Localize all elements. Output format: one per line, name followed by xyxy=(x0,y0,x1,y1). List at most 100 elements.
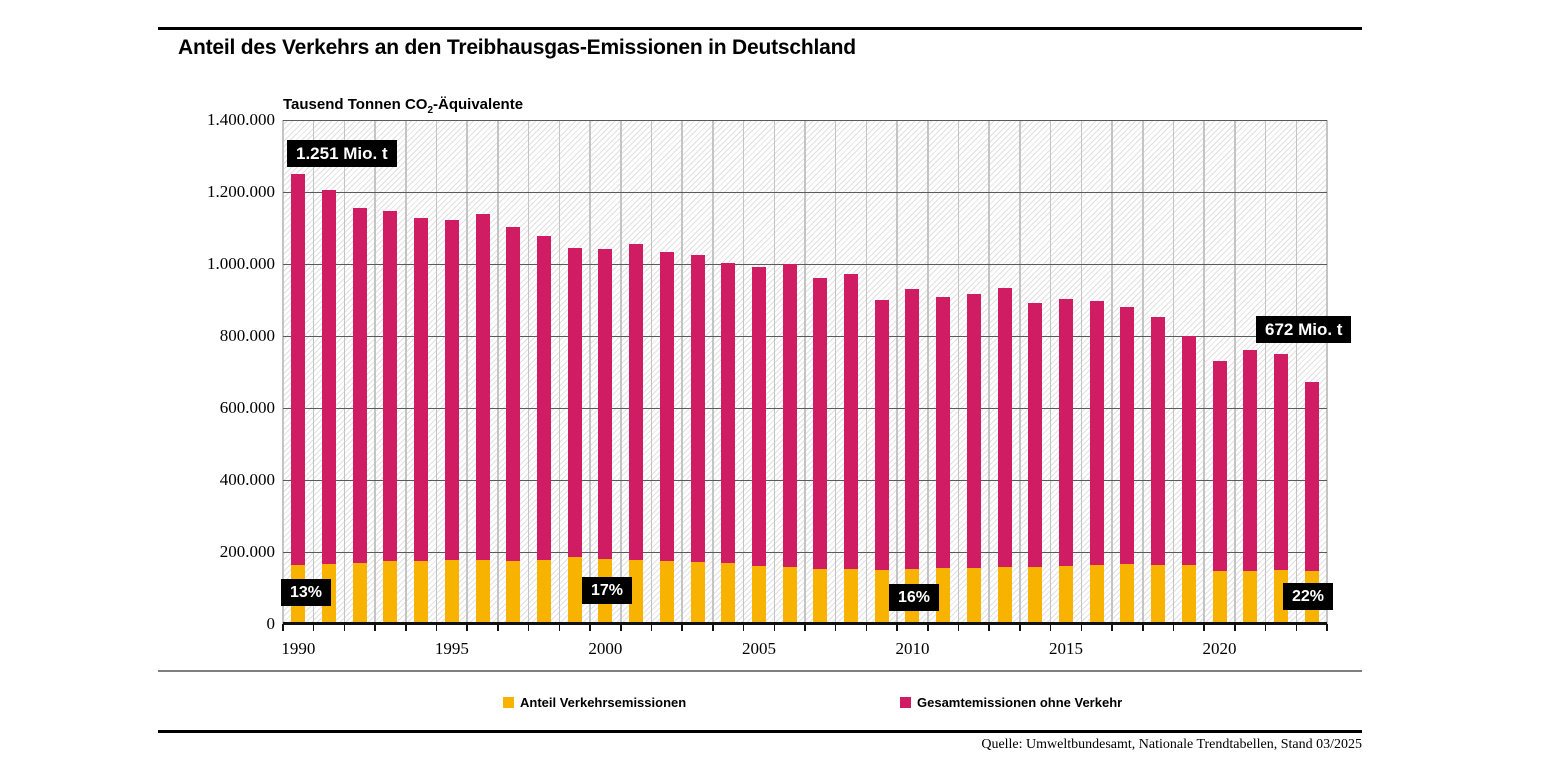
x-axis-tick xyxy=(1049,624,1052,631)
x-axis-tick xyxy=(742,624,745,631)
legend-label-gesamtemissionen: Gesamtemissionen ohne Verkehr xyxy=(917,694,1123,710)
y-tick-label: 800.000 xyxy=(219,326,275,345)
vertical-gridline xyxy=(527,120,530,624)
vertical-gridline xyxy=(1203,120,1205,624)
x-axis-tick xyxy=(681,624,683,631)
vertical-gridline xyxy=(1142,120,1144,624)
x-axis-tick xyxy=(1172,624,1175,631)
vertical-gridline xyxy=(712,120,714,624)
vertical-gridline xyxy=(804,120,806,624)
x-axis-tick xyxy=(1142,624,1144,631)
legend-item-verkehrsemissionen: Anteil Verkehrsemissionen xyxy=(503,694,687,710)
bar-transport-2012 xyxy=(966,568,981,624)
legend-top-divider xyxy=(158,670,1362,672)
x-tick-label: 2020 xyxy=(1202,639,1237,658)
vertical-gridline xyxy=(1049,120,1052,624)
bar-other-1992 xyxy=(352,208,367,563)
x-axis-tick xyxy=(435,624,438,631)
y-axis-title-subscript: 2 xyxy=(427,105,434,116)
bar-other-2008 xyxy=(844,274,859,569)
vertical-gridline xyxy=(773,120,776,624)
vertical-gridline xyxy=(742,120,745,624)
bar-transport-1999 xyxy=(567,557,582,624)
bar-transport-2013 xyxy=(997,567,1012,624)
x-axis-tick xyxy=(374,624,376,631)
bar-other-1993 xyxy=(383,211,398,561)
bar-other-1991 xyxy=(322,189,337,565)
bar-other-2001 xyxy=(629,243,644,560)
bar-transport-1995 xyxy=(444,560,459,624)
x-axis-tick xyxy=(1203,624,1205,631)
vertical-gridline xyxy=(681,120,683,624)
vertical-gridline xyxy=(558,120,561,624)
bar-transport-2020 xyxy=(1212,571,1227,624)
bar-transport-2001 xyxy=(629,559,644,624)
horizontal-gridline xyxy=(283,335,1327,337)
x-axis-tick xyxy=(589,624,591,631)
bar-transport-2021 xyxy=(1243,570,1258,624)
vertical-gridline xyxy=(1080,120,1083,624)
vertical-gridline xyxy=(1172,120,1175,624)
y-tick-label: 200.000 xyxy=(219,542,275,561)
x-axis-tick xyxy=(773,624,776,631)
bar-other-1997 xyxy=(506,227,521,561)
x-axis-tick xyxy=(527,624,530,631)
bar-transport-1997 xyxy=(506,560,521,624)
vertical-gridline xyxy=(834,120,837,624)
vertical-gridline xyxy=(988,120,990,624)
bar-transport-2009 xyxy=(874,569,889,624)
bar-transport-2016 xyxy=(1089,564,1104,624)
x-axis-tick xyxy=(1111,624,1113,631)
bar-transport-2006 xyxy=(782,567,797,624)
bar-transport-2004 xyxy=(721,563,736,624)
x-tick-label: 2000 xyxy=(588,639,623,658)
y-tick-label: 1.000.000 xyxy=(207,254,275,273)
vertical-gridline xyxy=(1295,120,1298,624)
x-axis-tick xyxy=(804,624,806,631)
vertical-gridline xyxy=(896,120,898,624)
bar-other-2020 xyxy=(1212,360,1227,572)
x-axis-tick xyxy=(558,624,561,631)
legend-swatch-yellow-icon xyxy=(503,696,514,708)
bar-transport-2007 xyxy=(813,568,828,624)
bar-other-2014 xyxy=(1028,302,1043,567)
bar-transport-2008 xyxy=(844,568,859,624)
bar-transport-1992 xyxy=(352,562,367,624)
legend-label-verkehrsemissionen: Anteil Verkehrsemissionen xyxy=(520,694,687,710)
vertical-gridline xyxy=(1264,120,1267,624)
horizontal-gridline xyxy=(283,407,1327,409)
x-tick-label: 1995 xyxy=(434,639,469,658)
x-axis-tick xyxy=(927,624,929,631)
bar-transport-2005 xyxy=(751,566,766,624)
bar-other-2023 xyxy=(1304,382,1319,572)
x-axis-tick xyxy=(988,624,990,631)
x-axis-labels: 1990 1995 2000 2005 2010 2015 2020 xyxy=(0,639,1545,661)
vertical-gridline xyxy=(1019,120,1021,624)
bar-other-1999 xyxy=(567,248,582,558)
x-axis-tick xyxy=(405,624,407,631)
y-tick-label: 600.000 xyxy=(219,398,275,417)
x-axis-tick xyxy=(1234,624,1236,631)
bar-transport-2011 xyxy=(936,568,951,624)
annotation-17-: 17% xyxy=(582,577,633,604)
x-tick-label: 2015 xyxy=(1049,639,1083,658)
x-axis-tick xyxy=(712,624,714,631)
horizontal-gridline xyxy=(283,119,1327,121)
bar-other-1995 xyxy=(444,220,459,561)
x-axis-tick xyxy=(466,624,468,631)
bar-other-2010 xyxy=(905,289,920,569)
bar-other-2015 xyxy=(1059,299,1073,567)
horizontal-gridline xyxy=(283,551,1327,553)
vertical-gridline xyxy=(1111,120,1113,624)
x-axis-tick xyxy=(1295,624,1298,631)
vertical-gridline xyxy=(435,120,438,624)
horizontal-gridline xyxy=(283,191,1327,193)
bar-transport-1998 xyxy=(537,559,551,624)
x-axis-tick xyxy=(896,624,898,631)
horizontal-gridline xyxy=(283,263,1327,265)
bar-other-2003 xyxy=(690,255,705,563)
x-axis-tick xyxy=(1080,624,1083,631)
annotation-1-251-Mio-t: 1.251 Mio. t xyxy=(287,140,397,167)
x-axis-tick xyxy=(834,624,837,631)
x-axis-tick xyxy=(497,624,499,631)
